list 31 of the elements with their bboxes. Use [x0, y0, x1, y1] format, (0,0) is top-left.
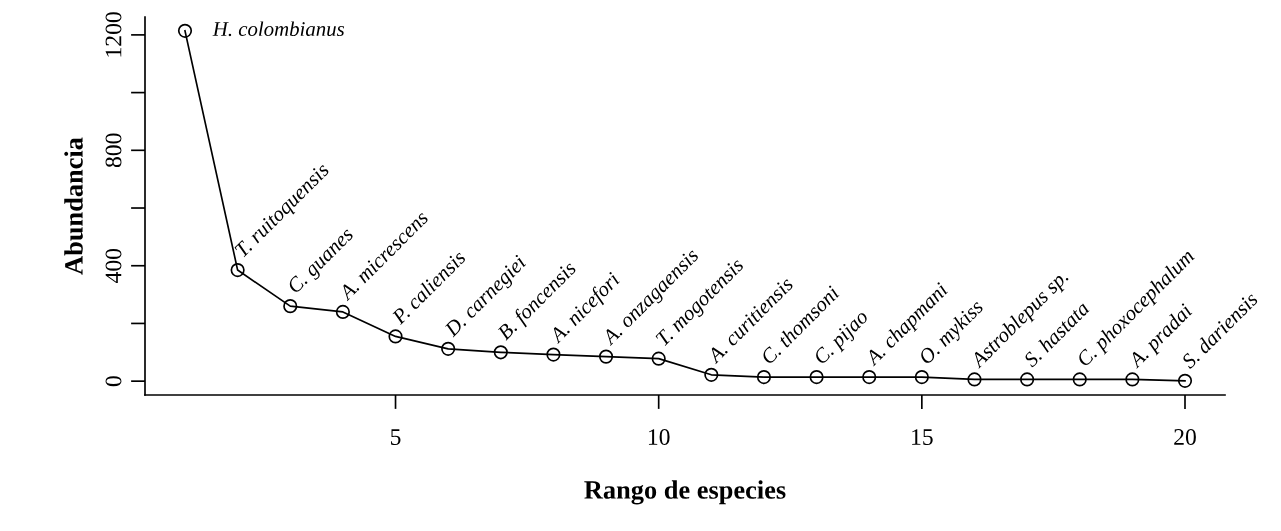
y-tick-label: 800	[105, 133, 122, 168]
point	[283, 299, 298, 314]
point	[756, 370, 772, 385]
y-tick-label: 400	[105, 248, 122, 283]
point	[546, 347, 561, 362]
annotation: H. colombianus	[212, 21, 345, 37]
x-axis-title: Rango de especies	[584, 480, 786, 505]
point	[809, 370, 824, 385]
point	[230, 262, 245, 278]
point	[704, 367, 719, 382]
y-tick-label: 0	[105, 376, 122, 387]
point	[862, 370, 877, 385]
point	[967, 372, 982, 387]
x-tick-label: 5	[391, 429, 401, 445]
y-tick-label: 1200	[105, 12, 122, 57]
point	[1177, 373, 1193, 388]
point	[651, 351, 666, 366]
y-axis-title: Abundancia	[64, 137, 83, 275]
point	[1020, 372, 1035, 387]
x-tick-label: 20	[1174, 429, 1196, 445]
point	[1072, 372, 1087, 387]
x-tick-label: 10	[648, 429, 670, 445]
x-tick-label: 15	[912, 429, 933, 445]
point	[335, 304, 350, 319]
point	[493, 345, 508, 360]
point	[177, 23, 193, 38]
point	[1125, 372, 1140, 387]
point	[914, 370, 929, 385]
point	[441, 341, 456, 356]
point	[598, 349, 614, 364]
point	[388, 329, 403, 344]
